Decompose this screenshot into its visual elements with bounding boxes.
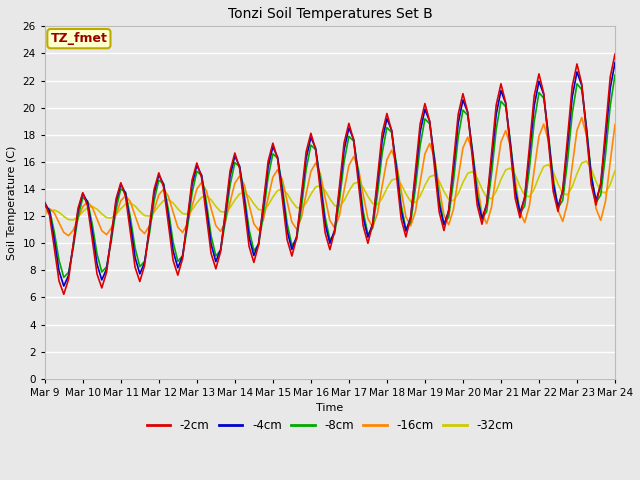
Y-axis label: Soil Temperature (C): Soil Temperature (C) [7, 145, 17, 260]
X-axis label: Time: Time [316, 403, 344, 413]
Title: Tonzi Soil Temperatures Set B: Tonzi Soil Temperatures Set B [227, 7, 432, 21]
Text: TZ_fmet: TZ_fmet [51, 32, 108, 45]
Legend: -2cm, -4cm, -8cm, -16cm, -32cm: -2cm, -4cm, -8cm, -16cm, -32cm [142, 414, 518, 436]
